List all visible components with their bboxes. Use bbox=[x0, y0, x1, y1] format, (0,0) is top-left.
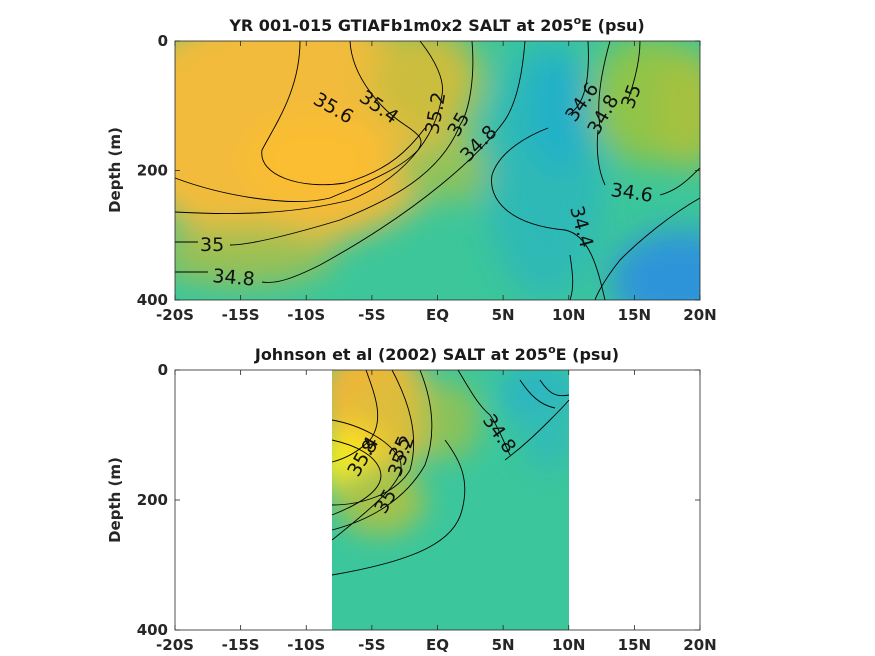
contour-bottom-34-8b bbox=[504, 399, 570, 461]
contour-top-35 bbox=[229, 40, 474, 246]
x-tick-label-top-8: 20N bbox=[683, 306, 716, 324]
contour-top-34-6-lower2 bbox=[659, 167, 701, 196]
contour-bottom-right bbox=[519, 379, 556, 409]
contour-top-34-6-right bbox=[567, 40, 589, 116]
x-tick-label-top-6: 10N bbox=[552, 306, 585, 324]
x-tick-label-bottom-5: 5N bbox=[492, 636, 515, 654]
y-tick-label-top-0: 0 bbox=[158, 32, 168, 50]
x-tick-label-top-4: EQ bbox=[426, 306, 449, 324]
contour-top-35-2 bbox=[174, 40, 443, 215]
contour-top-35-6 bbox=[261, 40, 426, 186]
contour-top-35-right bbox=[627, 40, 641, 101]
x-tick-label-top-1: -15S bbox=[222, 306, 260, 324]
contours-top bbox=[174, 40, 701, 301]
x-tick-label-top-2: -10S bbox=[287, 306, 325, 324]
x-tick-label-top-5: 5N bbox=[492, 306, 515, 324]
x-tick-label-top-0: -20S bbox=[156, 306, 194, 324]
contour-label-top-35-left: 35 bbox=[200, 234, 224, 256]
contour-top-35-4 bbox=[349, 40, 406, 126]
contour-top-34-8-right bbox=[598, 40, 611, 129]
contour-bottom-35-6 bbox=[331, 369, 379, 463]
contour-top-34-6-lower bbox=[596, 129, 606, 186]
y-tick-label-bottom-1: 200 bbox=[137, 491, 168, 509]
y-tick-label-top-2: 400 bbox=[137, 291, 168, 309]
y-tick-label-top-1: 200 bbox=[137, 162, 168, 180]
x-tick-label-bottom-7: 15N bbox=[618, 636, 651, 654]
contour-top-35-4b bbox=[174, 124, 422, 202]
panel-top: YR 001-015 GTIAFb1m0x2 SALT at 205oE (ps… bbox=[106, 14, 717, 324]
x-tick-label-bottom-0: -20S bbox=[156, 636, 194, 654]
y-axis-label-top: Depth (m) bbox=[106, 127, 124, 213]
x-tick-label-top-7: 15N bbox=[618, 306, 651, 324]
contour-bottom-right2 bbox=[539, 379, 570, 397]
contours-bottom bbox=[331, 369, 570, 576]
contour-label-top-34-8-left: 34.8 bbox=[212, 265, 256, 291]
salinity-field-top bbox=[175, 41, 700, 300]
contour-top-34-6-mid bbox=[491, 127, 606, 301]
panel-top-title: YR 001-015 GTIAFb1m0x2 SALT at 205oE (ps… bbox=[228, 14, 644, 35]
panel-bottom-title: Johnson et al (2002) SALT at 205oE (psu) bbox=[254, 343, 619, 364]
ticks-top: -20S -15S -10S -5S EQ 5N 10N 15N 20N 0 200 400 bbox=[137, 32, 717, 324]
contour-bottom-35 bbox=[331, 419, 402, 541]
y-tick-label-bottom-0: 0 bbox=[158, 361, 168, 379]
x-tick-label-top-3: -5S bbox=[358, 306, 385, 324]
y-axis-label-bottom: Depth (m) bbox=[106, 457, 124, 543]
contour-bottom-35-2 bbox=[331, 369, 433, 531]
contour-top-34-4 bbox=[594, 197, 701, 301]
x-tick-label-bottom-4: EQ bbox=[426, 636, 449, 654]
contour-top-34-8 bbox=[261, 40, 526, 283]
y-tick-label-bottom-2: 400 bbox=[137, 621, 168, 639]
salinity-field-bottom bbox=[332, 370, 569, 630]
contour-bottom-34-8 bbox=[457, 369, 511, 456]
contour-bottom-34-9 bbox=[331, 439, 466, 576]
ticks-bottom: -20S -15S -10S -5S EQ 5N 10N 15N 20N 0 200 400 bbox=[137, 361, 717, 654]
x-tick-label-bottom-2: -10S bbox=[287, 636, 325, 654]
x-tick-label-bottom-3: -5S bbox=[358, 636, 385, 654]
x-tick-label-bottom-1: -15S bbox=[222, 636, 260, 654]
panel-bottom: Johnson et al (2002) SALT at 205oE (psu) bbox=[106, 343, 717, 654]
x-tick-label-bottom-6: 10N bbox=[552, 636, 585, 654]
contour-top-34-4b bbox=[569, 254, 574, 301]
x-tick-label-bottom-8: 20N bbox=[683, 636, 716, 654]
contour-bottom-inner bbox=[331, 439, 382, 516]
